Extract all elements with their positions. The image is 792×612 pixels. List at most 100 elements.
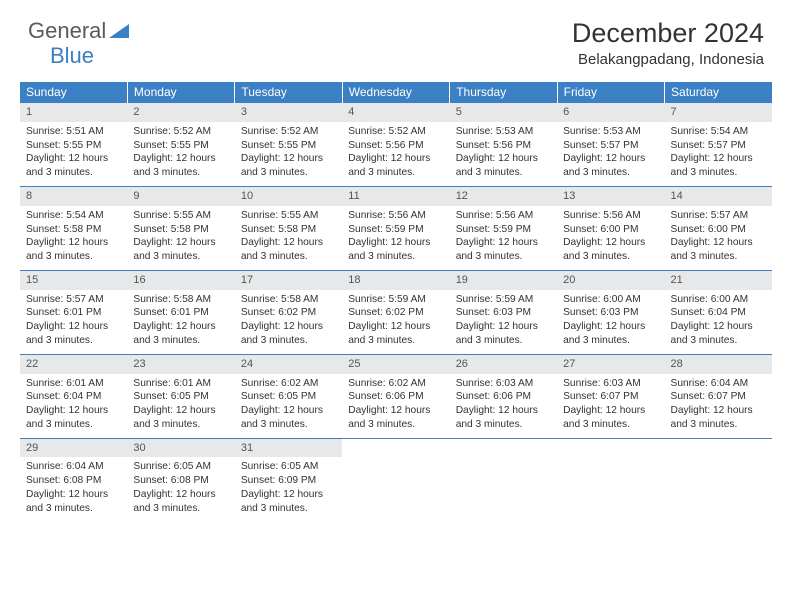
sunset-line: Sunset: 6:05 PM — [241, 390, 336, 404]
calendar-day-cell: 4Sunrise: 5:52 AMSunset: 5:56 PMDaylight… — [342, 103, 449, 187]
day-body: Sunrise: 5:59 AMSunset: 6:03 PMDaylight:… — [450, 290, 557, 354]
sunrise-line: Sunrise: 6:05 AM — [133, 460, 228, 474]
daylight-line: Daylight: 12 hours and 3 minutes. — [241, 404, 336, 432]
day-body: Sunrise: 5:53 AMSunset: 5:57 PMDaylight:… — [557, 122, 664, 186]
day-number: 1 — [20, 103, 127, 122]
calendar-day-cell: 29Sunrise: 6:04 AMSunset: 6:08 PMDayligh… — [20, 438, 127, 521]
sunrise-line: Sunrise: 6:04 AM — [671, 377, 766, 391]
calendar-day-cell: 24 Sunrise: 6:02 AMSunset: 6:05 PMDayligh… — [235, 354, 342, 438]
sunrise-line: Sunrise: 5:52 AM — [241, 125, 336, 139]
calendar-week-row: 15Sunrise: 5:57 AMSunset: 6:01 PMDayligh… — [20, 270, 772, 354]
day-body: Sunrise: 5:53 AMSunset: 5:56 PMDaylight:… — [450, 122, 557, 186]
day-number: 29 — [20, 439, 127, 458]
day-body: Sunrise: 5:55 AMSunset: 5:58 PMDaylight:… — [235, 206, 342, 270]
day-number: 18 — [342, 271, 449, 290]
day-number: 21 — [665, 271, 772, 290]
daylight-line: Daylight: 12 hours and 3 minutes. — [671, 320, 766, 348]
calendar-day-cell — [342, 438, 449, 521]
weekday-header: Friday — [557, 82, 664, 103]
daylight-line: Daylight: 12 hours and 3 minutes. — [563, 236, 658, 264]
day-number: 3 — [235, 103, 342, 122]
day-number: 26 — [450, 355, 557, 374]
calendar-day-cell: 9Sunrise: 5:55 AMSunset: 5:58 PMDaylight… — [127, 186, 234, 270]
calendar-day-cell: 26Sunrise: 6:03 AMSunset: 6:06 PMDayligh… — [450, 354, 557, 438]
calendar-day-cell: 7Sunrise: 5:54 AMSunset: 5:57 PMDaylight… — [665, 103, 772, 187]
weekday-header: Monday — [127, 82, 234, 103]
weekday-header-row: SundayMondayTuesdayWednesdayThursdayFrid… — [20, 82, 772, 103]
calendar-day-cell: 31Sunrise: 6:05 AMSunset: 6:09 PMDayligh… — [235, 438, 342, 521]
daylight-line: Daylight: 12 hours and 3 minutes. — [348, 236, 443, 264]
day-number: 11 — [342, 187, 449, 206]
sunrise-line: Sunrise: 5:51 AM — [26, 125, 121, 139]
sunset-line: Sunset: 6:04 PM — [26, 390, 121, 404]
day-body: Sunrise: 6:01 AMSunset: 6:04 PMDaylight:… — [20, 374, 127, 438]
day-number: 24 — [235, 355, 342, 374]
sunrise-line: Sunrise: 5:56 AM — [563, 209, 658, 223]
calendar-day-cell: 8Sunrise: 5:54 AMSunset: 5:58 PMDaylight… — [20, 186, 127, 270]
day-number: 17 — [235, 271, 342, 290]
daylight-line: Daylight: 12 hours and 3 minutes. — [241, 320, 336, 348]
sunrise-line: Sunrise: 5:56 AM — [348, 209, 443, 223]
logo-text-2: Blue — [50, 43, 94, 69]
day-body: Sunrise: 6:00 AMSunset: 6:03 PMDaylight:… — [557, 290, 664, 354]
sunset-line: Sunset: 6:05 PM — [133, 390, 228, 404]
day-body: Sunrise: 5:52 AMSunset: 5:56 PMDaylight:… — [342, 122, 449, 186]
daylight-line: Daylight: 12 hours and 3 minutes. — [241, 488, 336, 516]
day-number: 4 — [342, 103, 449, 122]
daylight-line: Daylight: 12 hours and 3 minutes. — [348, 404, 443, 432]
calendar-day-cell: 15Sunrise: 5:57 AMSunset: 6:01 PMDayligh… — [20, 270, 127, 354]
calendar-day-cell: 6Sunrise: 5:53 AMSunset: 5:57 PMDaylight… — [557, 103, 664, 187]
day-body: Sunrise: 5:54 AMSunset: 5:57 PMDaylight:… — [665, 122, 772, 186]
sunset-line: Sunset: 6:02 PM — [348, 306, 443, 320]
sunset-line: Sunset: 6:02 PM — [241, 306, 336, 320]
day-body: Sunrise: 6:05 AMSunset: 6:09 PMDaylight:… — [235, 457, 342, 521]
weekday-header: Sunday — [20, 82, 127, 103]
sunset-line: Sunset: 5:58 PM — [133, 223, 228, 237]
daylight-line: Daylight: 12 hours and 3 minutes. — [456, 320, 551, 348]
day-number: 19 — [450, 271, 557, 290]
day-number: 15 — [20, 271, 127, 290]
calendar-day-cell: 13Sunrise: 5:56 AMSunset: 6:00 PMDayligh… — [557, 186, 664, 270]
calendar-day-cell: 16Sunrise: 5:58 AMSunset: 6:01 PMDayligh… — [127, 270, 234, 354]
day-number: 14 — [665, 187, 772, 206]
sunrise-line: Sunrise: 5:58 AM — [133, 293, 228, 307]
daylight-line: Daylight: 12 hours and 3 minutes. — [241, 152, 336, 180]
sunrise-line: Sunrise: 5:59 AM — [456, 293, 551, 307]
sunrise-line: Sunrise: 5:55 AM — [241, 209, 336, 223]
day-number: 5 — [450, 103, 557, 122]
sunset-line: Sunset: 6:09 PM — [241, 474, 336, 488]
sunset-line: Sunset: 6:06 PM — [348, 390, 443, 404]
daylight-line: Daylight: 12 hours and 3 minutes. — [671, 236, 766, 264]
sunrise-line: Sunrise: 6:05 AM — [241, 460, 336, 474]
calendar-day-cell: 3 Sunrise: 5:52 AMSunset: 5:55 PMDaylight… — [235, 103, 342, 187]
calendar-day-cell: 22Sunrise: 6:01 AMSunset: 6:04 PMDayligh… — [20, 354, 127, 438]
sunset-line: Sunset: 5:57 PM — [671, 139, 766, 153]
sunrise-line: Sunrise: 5:52 AM — [348, 125, 443, 139]
daylight-line: Daylight: 12 hours and 3 minutes. — [26, 236, 121, 264]
sunrise-line: Sunrise: 5:52 AM — [133, 125, 228, 139]
sunrise-line: Sunrise: 6:00 AM — [671, 293, 766, 307]
day-body: Sunrise: 5:57 AMSunset: 6:00 PMDaylight:… — [665, 206, 772, 270]
sunset-line: Sunset: 5:55 PM — [241, 139, 336, 153]
calendar-day-cell: 17Sunrise: 5:58 AMSunset: 6:02 PMDayligh… — [235, 270, 342, 354]
daylight-line: Daylight: 12 hours and 3 minutes. — [241, 236, 336, 264]
sunrise-line: Sunrise: 5:56 AM — [456, 209, 551, 223]
calendar-day-cell — [665, 438, 772, 521]
daylight-line: Daylight: 12 hours and 3 minutes. — [348, 152, 443, 180]
day-number: 9 — [127, 187, 234, 206]
daylight-line: Daylight: 12 hours and 3 minutes. — [133, 320, 228, 348]
day-body: Sunrise: 5:54 AMSunset: 5:58 PMDaylight:… — [20, 206, 127, 270]
day-body: Sunrise: 5:56 AMSunset: 6:00 PMDaylight:… — [557, 206, 664, 270]
day-body: Sunrise: 6:04 AMSunset: 6:07 PMDaylight:… — [665, 374, 772, 438]
sunset-line: Sunset: 5:58 PM — [26, 223, 121, 237]
daylight-line: Daylight: 12 hours and 3 minutes. — [563, 320, 658, 348]
day-body: Sunrise: 6:02 AMSunset: 6:06 PMDaylight:… — [342, 374, 449, 438]
daylight-line: Daylight: 12 hours and 3 minutes. — [456, 152, 551, 180]
sunrise-line: Sunrise: 6:02 AM — [241, 377, 336, 391]
daylight-line: Daylight: 12 hours and 3 minutes. — [671, 404, 766, 432]
day-number: 23 — [127, 355, 234, 374]
day-body: Sunrise: 6:01 AMSunset: 6:05 PMDaylight:… — [127, 374, 234, 438]
sunset-line: Sunset: 5:56 PM — [456, 139, 551, 153]
day-number: 27 — [557, 355, 664, 374]
day-body: Sunrise: 5:57 AMSunset: 6:01 PMDaylight:… — [20, 290, 127, 354]
